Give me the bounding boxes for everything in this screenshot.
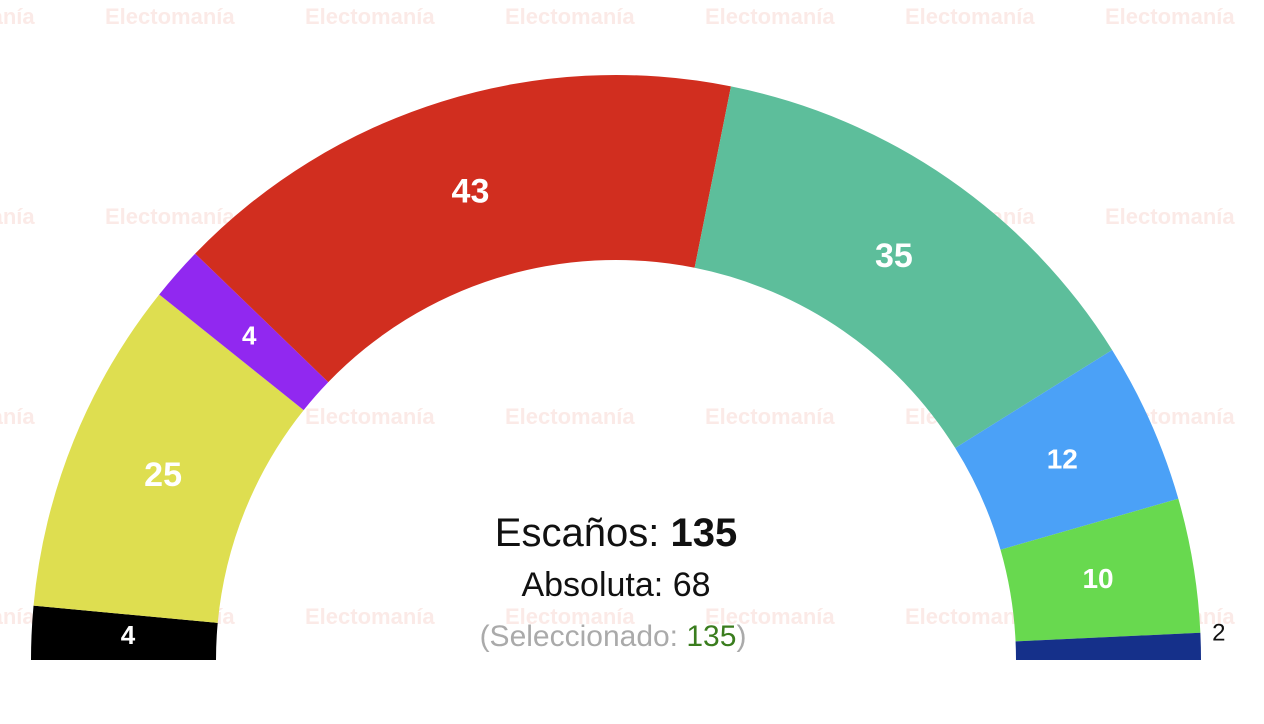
- seat-segment: [694, 86, 1113, 449]
- seat-segment: [1015, 632, 1201, 660]
- seats-label: Escaños:: [495, 511, 660, 555]
- watermark: Electomanía: [505, 4, 635, 29]
- watermark: Electomanía: [0, 4, 35, 29]
- seat-segment: [31, 605, 218, 660]
- seat-segment: [1000, 498, 1201, 642]
- watermark: Electomanía: [105, 204, 235, 229]
- watermark: Electomanía: [1105, 4, 1235, 29]
- watermark: Electomanía: [1105, 204, 1235, 229]
- segment-label: 2: [1212, 619, 1225, 646]
- seat-segment: [195, 74, 731, 383]
- watermark: Electomanía: [705, 404, 835, 429]
- seats-line: Escaños: 135: [495, 511, 737, 555]
- seat-segment: [159, 253, 329, 411]
- watermark: Electomanía: [305, 604, 435, 629]
- segment-label: 4: [121, 620, 136, 650]
- watermark: Electomanía: [305, 404, 435, 429]
- watermark: Electomanía: [505, 604, 635, 629]
- watermark: Electomanía: [305, 4, 435, 29]
- seats-total: 135: [670, 511, 737, 555]
- segment-label: 4: [242, 320, 257, 350]
- watermark: Electomanía: [0, 204, 35, 229]
- seat-segment: [33, 294, 304, 623]
- watermark: Electomanía: [705, 4, 835, 29]
- selected-value: 135: [686, 620, 736, 653]
- watermark: Electomanía: [505, 404, 635, 429]
- seat-segment: [955, 349, 1179, 550]
- majority-label: Absoluta:: [521, 566, 663, 604]
- majority-value: 68: [673, 566, 711, 604]
- watermark: Electomanía: [0, 404, 35, 429]
- majority-line: Absoluta: 68: [521, 566, 710, 604]
- watermark: Electomanía: [905, 4, 1035, 29]
- segment-label: 25: [144, 456, 182, 494]
- segment-label: 35: [875, 237, 913, 275]
- segment-label: 43: [452, 173, 490, 211]
- selected-line: (Seleccionado: 135): [480, 620, 747, 653]
- selected-close: ): [736, 620, 746, 653]
- watermark: Electomanía: [705, 604, 835, 629]
- segments: 4 25 4 43 35 12 10 2: [31, 74, 1226, 660]
- segment-label: 12: [1047, 444, 1078, 475]
- watermark: Electomanía: [0, 604, 35, 629]
- segment-label: 10: [1082, 563, 1113, 594]
- watermark: Electomanía: [105, 4, 235, 29]
- selected-label: (Seleccionado:: [480, 620, 678, 653]
